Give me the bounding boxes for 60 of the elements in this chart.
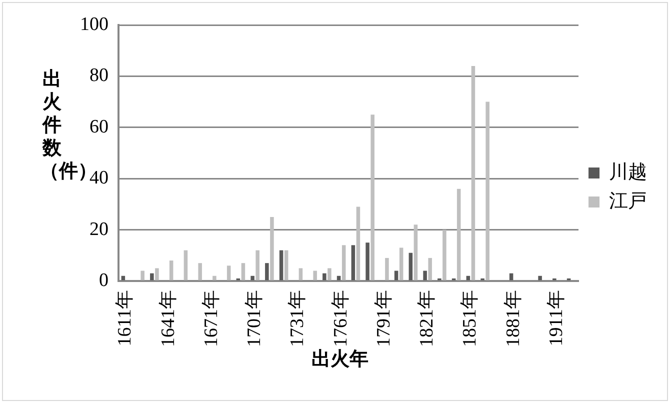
x-tick-label: 1911年	[546, 290, 567, 346]
bar	[169, 260, 174, 280]
bar	[428, 258, 432, 280]
bar	[328, 268, 332, 280]
bar	[471, 66, 476, 280]
x-tick-label: 1881年	[502, 290, 524, 347]
y-tick-label: 0	[99, 270, 108, 291]
x-tick-label: 1611年	[114, 290, 136, 346]
bar	[370, 114, 374, 280]
bar	[250, 276, 254, 280]
y-tick-label: 100	[80, 14, 108, 35]
x-tick-label: 1731年	[287, 290, 308, 347]
y-tick-label: 60	[90, 116, 108, 138]
bar	[356, 206, 360, 280]
bar	[342, 245, 346, 280]
bar	[298, 268, 303, 280]
x-tick-label: 1701年	[244, 290, 266, 347]
bar	[198, 263, 202, 280]
bar	[184, 250, 188, 280]
x-tick-label: 1821年	[416, 290, 438, 347]
bar	[265, 263, 269, 280]
bar	[538, 276, 542, 280]
bar	[456, 188, 461, 280]
bar	[279, 250, 284, 280]
x-tick-label: 1851年	[460, 290, 481, 347]
bar	[414, 224, 418, 280]
bar	[351, 245, 356, 280]
bar	[385, 258, 389, 280]
x-axis-title: 出火年	[310, 347, 370, 372]
bar	[486, 102, 490, 280]
bar	[256, 250, 260, 280]
bar	[212, 276, 216, 280]
bar	[442, 230, 446, 280]
bar	[121, 276, 126, 280]
bar	[466, 276, 470, 280]
bar	[284, 250, 288, 280]
bar	[509, 273, 514, 280]
bar	[313, 270, 317, 280]
bar	[336, 276, 341, 280]
bar	[226, 266, 231, 280]
x-tick-label: 1671年	[200, 290, 222, 347]
bar	[150, 273, 154, 280]
legend-label: 江戸	[609, 190, 647, 212]
y-tick-label: 20	[90, 218, 108, 240]
bar	[399, 248, 404, 280]
x-tick-label: 1761年	[330, 290, 352, 347]
legend-label: 川越	[609, 160, 647, 183]
bar	[408, 252, 413, 280]
bar	[241, 263, 246, 280]
y-tick-label: 80	[90, 65, 108, 86]
bar	[394, 270, 398, 280]
bar	[155, 268, 159, 280]
bar	[270, 217, 274, 280]
y-tick-label: 40	[90, 168, 108, 189]
bar	[322, 273, 326, 280]
x-tick-label: 1791年	[373, 290, 394, 347]
bar	[366, 242, 370, 280]
x-tick-label: 1641年	[158, 290, 179, 347]
bar	[140, 270, 144, 280]
bar	[423, 270, 427, 280]
